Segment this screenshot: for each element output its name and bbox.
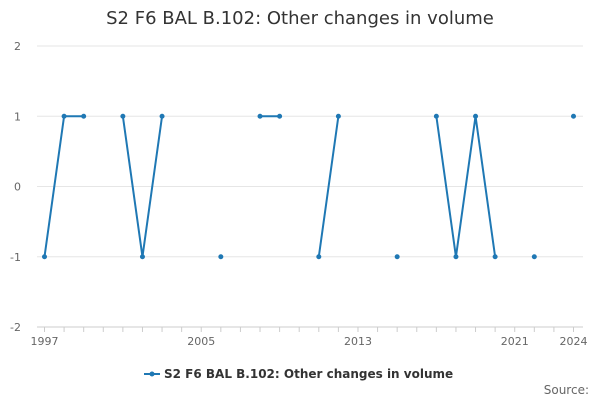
series-points (42, 113, 576, 260)
data-point (492, 254, 498, 260)
y-tick-label: -2 (10, 321, 21, 334)
x-tick-label: 2024 (560, 335, 588, 348)
x-tick-label: 2013 (344, 335, 372, 348)
x-tick-label: 1997 (31, 335, 59, 348)
source-label: Source: (544, 383, 589, 397)
y-tick-label: 2 (14, 40, 21, 53)
legend-label: S2 F6 BAL B.102: Other changes in volume (164, 367, 453, 381)
x-tick-label: 2021 (501, 335, 529, 348)
data-point (277, 113, 283, 119)
data-point (531, 254, 537, 260)
data-point (61, 113, 67, 119)
y-axis-ticks: 2 1 0 -1 -2 (10, 40, 21, 334)
series-line-segment (435, 115, 457, 258)
data-point (257, 113, 263, 119)
data-point (571, 113, 576, 119)
data-point (335, 113, 341, 119)
data-point (42, 254, 47, 260)
chart-title: S2 F6 BAL B.102: Other changes in volume (106, 8, 494, 29)
series-line-segment (141, 115, 164, 258)
series-lines (43, 115, 497, 258)
grid-lines (37, 45, 583, 328)
data-point (218, 254, 224, 260)
series-line-segment (454, 115, 477, 258)
data-point (159, 113, 165, 119)
legend[interactable]: S2 F6 BAL B.102: Other changes in volume (144, 367, 453, 381)
y-tick-label: 0 (14, 181, 21, 194)
series-line-segment (121, 115, 144, 258)
data-point (120, 113, 126, 119)
data-point (81, 113, 87, 119)
data-point (394, 254, 400, 260)
data-point (473, 113, 479, 119)
x-axis: 1997 2005 2013 2021 2024 (31, 326, 588, 348)
series-line-segment (474, 115, 497, 258)
legend-marker (149, 371, 155, 377)
data-point (316, 254, 322, 260)
y-tick-label: 1 (14, 110, 21, 123)
y-tick-label: -1 (10, 251, 21, 264)
series-line-segment (317, 115, 340, 258)
data-point (453, 254, 459, 260)
data-point (139, 254, 145, 260)
data-point (433, 113, 439, 119)
x-tick-label: 2005 (187, 335, 215, 348)
series-line-segment (43, 115, 66, 258)
